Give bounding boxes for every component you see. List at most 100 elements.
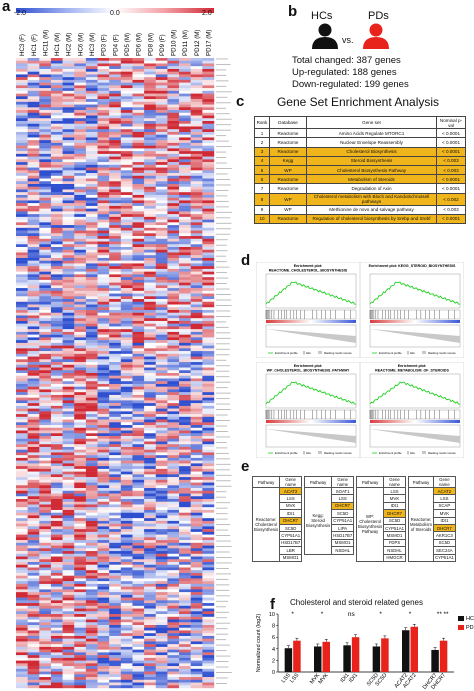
gsea-table: Rank Database Gene set Nominal p-val 1 Re…	[254, 115, 466, 225]
heatmap-grid: HC3 (F) HC1 (F) HC11 (M) HC1 (M) HC2 (M) HC6 …	[16, 30, 232, 689]
gene-table-gene: SOAT1	[331, 486, 355, 496]
heatmap-column-label: PD8 (M)	[147, 33, 154, 56]
gsea-cell-p: < 0.0001	[436, 183, 466, 194]
gsea-cell-rank: 3	[254, 146, 270, 157]
chart-title: Cholesterol and steroid related genes	[290, 598, 423, 607]
heatmap-column-label: HC3 (F)	[19, 34, 26, 56]
significance-marker: *	[379, 611, 382, 618]
gene-table-gene: CYP51A1	[331, 516, 355, 525]
heatmap-column-label: PD9 (F)	[159, 34, 166, 56]
bar-hc	[343, 645, 351, 672]
gene-table-gene: SC5D	[383, 516, 406, 525]
gsea-header-db: Database	[269, 115, 307, 130]
significance-marker: *	[291, 611, 294, 618]
legend-profile: Enrichment profile	[379, 451, 402, 455]
gsea-cell-p: < 0.003	[436, 204, 466, 215]
panel-letter-e: e	[241, 458, 250, 475]
bar-pd	[410, 626, 418, 672]
enrichment-plot-title: Enrichment plot: KEGG_STEROID_BIOSYNTHES…	[369, 264, 456, 268]
gsea-cell-rank: 5	[254, 164, 270, 176]
panel-e: e Pathway Gene name Reactome: Cholesterol …	[238, 458, 470, 598]
gene-table-gene: MSMO1	[331, 538, 355, 548]
gene-table-gene: LSS	[383, 486, 406, 496]
legend-profile: Enrichment profile	[275, 451, 298, 455]
heatmap-column-label: HC11 (M)	[42, 30, 49, 56]
panel-letter-d: d	[241, 252, 251, 269]
bar-pd	[351, 637, 360, 672]
y-axis-label: Normalized count (log2)	[256, 614, 262, 673]
legend-hits: Hits	[306, 451, 311, 455]
gene-table-header-pathway: Pathway	[355, 476, 385, 488]
gsea-cell-rank: 4	[254, 155, 270, 166]
gsea-cell-p: < 0.003	[436, 164, 466, 176]
heatmap-column-label: PD11 (M)	[182, 30, 189, 56]
gene-table-gene: CYP51A1	[432, 553, 456, 562]
bar-hc	[372, 646, 381, 672]
gsea-header-rank: Rank	[254, 115, 270, 130]
gene-table-gene: HMGCR	[383, 553, 406, 562]
gene-table-gene: FDPS	[383, 538, 406, 548]
enrichment-curve	[369, 281, 461, 305]
gene-table-header-gene: Gene name	[432, 476, 456, 488]
up-regulated-text: Up-regulated: 188 genes	[292, 67, 397, 78]
gsea-cell-set: Nuclear Envelope Reassembly	[306, 137, 437, 148]
gsea-table-row: 6 Reactome Metabolism of Steroids < 0.0001	[254, 174, 466, 185]
x-tick-label: MVK	[318, 672, 330, 685]
enrichment-plot-title: Enrichment plot:	[398, 364, 427, 368]
bar-pd	[381, 638, 389, 672]
enrichment-plot-subtitle: REACTOME_CHOLESTEROL_BIOSYNTHESIS	[269, 269, 348, 273]
gsea-cell-rank: 10	[254, 213, 270, 225]
panel-letter-b: b	[288, 3, 298, 20]
gene-table-pathway: Reactome: Metabolism of Steroids	[408, 487, 434, 562]
gsea-cell-db: Reactome	[269, 174, 307, 185]
gene-table: Pathway Gene name Kegg: Steroid Biosynthes…	[303, 476, 355, 555]
gene-table: Pathway Gene name WP: Cholesterol Biosynth…	[355, 476, 406, 562]
enrichment-curve	[265, 381, 357, 405]
gene-table-gene: DHCR7	[279, 516, 303, 525]
gsea-cell-set: Steroid Biosynthesis	[306, 155, 437, 166]
heatmap-column-label: HC2 (M)	[66, 33, 73, 56]
panel-d: d Enrichment plot: REACTOME_CHOLESTEROL_B…	[238, 252, 470, 462]
enrichment-plot: Enrichment plot:WP_CHOLESTEROL_BIOSYNTHE…	[256, 362, 360, 458]
enrichment-plot-title: Enrichment plot:	[294, 264, 323, 268]
gsea-cell-set: Methionine de novo and salvage pathway	[306, 204, 437, 215]
gsea-cell-rank: 9	[254, 204, 270, 215]
y-tick-label: 10	[269, 612, 275, 618]
color-scale-bar	[16, 8, 214, 13]
gsea-cell-set: Cholesterol Biosynthesis	[306, 146, 437, 157]
legend-hits: Hits	[410, 451, 415, 455]
gene-table-header-gene: Gene name	[279, 476, 303, 488]
gsea-table-row: 4 Kegg Steroid Biosynthesis < 0.003	[254, 155, 466, 166]
y-tick-label: 8	[272, 624, 275, 630]
y-tick-label: 0	[272, 670, 275, 676]
gene-table-gene: DHCR7	[331, 501, 355, 511]
significance-marker: **	[443, 611, 449, 618]
gsea-cell-set: Degradation of Axin	[306, 183, 437, 194]
legend-ranking: Ranking metric scores	[428, 451, 456, 455]
y-tick-label: 2	[272, 658, 275, 664]
gsea-table-row: 7 Reactome Degradation of Axin < 0.0001	[254, 183, 466, 194]
heatmap-panel: a -2.0 0.0 2.0 HC3 (F) HC1 (F) HC11 (M) HC1…	[2, 0, 234, 691]
x-tick-label: LSS	[281, 672, 292, 684]
gsea-table-row: 8 WP Cholesterol metabolism with Bloch and…	[254, 192, 466, 206]
gsea-title: Gene Set Enrichment Analysis	[276, 95, 440, 109]
vs-label: vs.	[342, 35, 354, 45]
gene-table-gene: HSD17B7	[279, 538, 303, 548]
heatmap-column-label: PD5 (M)	[124, 33, 131, 56]
bar-pd	[322, 641, 330, 672]
gene-table-gene: CYP51A1	[279, 531, 303, 540]
heatmap-column-label: PD3 (F)	[101, 34, 108, 56]
gene-table-header-gene: Gene name	[331, 476, 355, 488]
legend-hits: Hits	[306, 351, 311, 355]
gene-table-gene: SC5D	[331, 509, 355, 518]
gene-table-gene: IDI1	[279, 509, 303, 518]
gsea-table-row: 1 Reactome Amino Acids Regulate MTORC1 < 0.…	[254, 128, 466, 139]
x-tick-label: IDI1	[348, 672, 359, 684]
significance-marker: **	[437, 611, 443, 618]
panel-f: f Cholesterol and steroid related genes …	[238, 596, 474, 691]
legend-ranking: Ranking metric scores	[324, 351, 352, 355]
gene-table-gene: MVK	[279, 501, 303, 511]
gene-table-gene: LIPA	[331, 523, 355, 533]
gsea-header-p: Nominal p-val	[436, 115, 466, 130]
